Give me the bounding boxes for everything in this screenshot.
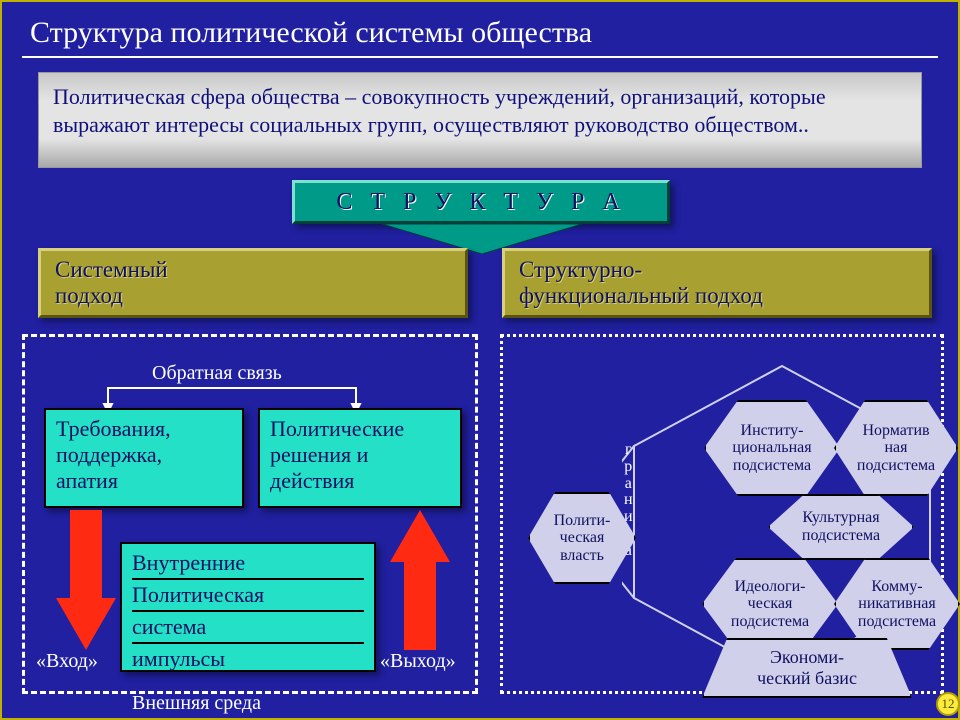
description-box: Политическая сфера общества – совокупнос… <box>38 72 922 168</box>
center-line: Внутренние <box>132 550 364 580</box>
center-box: Внутренние Политическая система импульсы <box>120 542 376 672</box>
center-line: система <box>132 614 364 644</box>
center-line: импульсы <box>132 646 364 672</box>
page-number-badge: 12 <box>936 692 960 716</box>
input-box: Требования, поддержка, апатия <box>44 408 244 508</box>
approach-structural: Структурно- функциональный подход <box>502 248 932 318</box>
red-arrow-down-icon <box>56 510 116 650</box>
trapezoid-basis: Экономи- ческий базис <box>702 638 912 698</box>
label-input: «Вход» <box>36 650 98 673</box>
label-output: «Выход» <box>380 650 456 673</box>
label-environment: Внешняя среда <box>132 692 261 715</box>
structure-banner: С Т Р У К Т У Р А <box>292 180 670 224</box>
page-title: Структура политической системы общества <box>22 10 938 58</box>
approach-systemic: Системный подход <box>38 248 468 318</box>
center-line: Политическая <box>132 582 364 612</box>
feedback-label: Обратная связь <box>152 362 282 385</box>
output-box: Политические решения и действия <box>258 408 462 508</box>
red-arrow-up-icon <box>390 510 450 650</box>
